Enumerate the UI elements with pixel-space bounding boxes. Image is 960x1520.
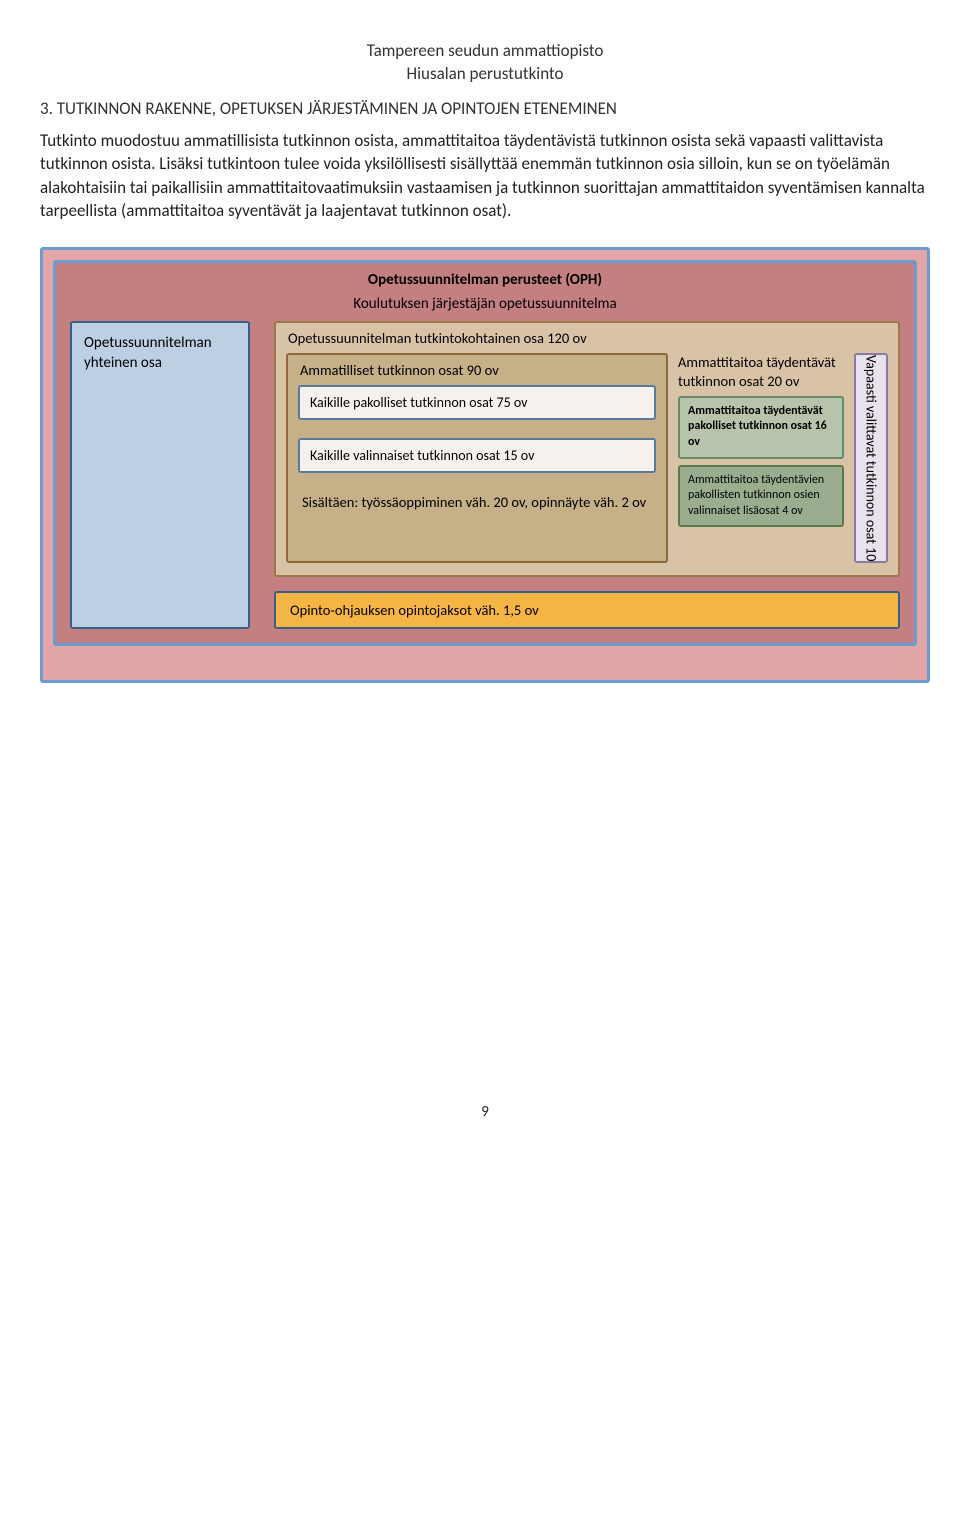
degree-row: Ammatilliset tutkinnon osat 90 ov Kaikil…	[286, 353, 888, 563]
jarj-title: Koulutuksen järjestäjän opetussuunnitelm…	[70, 295, 900, 313]
free-choice-text: Vapaasti valittavat tutkinnon osat 10	[863, 355, 880, 561]
page-number: 9	[40, 1103, 930, 1121]
optional-box: Kaikille valinnaiset tutkinnon osat 15 o…	[298, 438, 656, 473]
supplementary-mandatory-box: Ammattitaitoa täydentävät pakolliset tut…	[678, 396, 844, 459]
vocational-title: Ammatilliset tutkinnon osat 90 ov	[298, 361, 656, 379]
left-column-label: Opetussuunnitelman yhteinen osa	[84, 334, 212, 372]
body-paragraph: Tutkinto muodostuu ammatillisista tutkin…	[40, 129, 930, 223]
diagram-outer: Opetussuunnitelman perusteet (OPH) Koulu…	[40, 247, 930, 683]
diagram-columns: Opetussuunnitelman yhteinen osa Opetussu…	[70, 321, 900, 629]
degree-specific-block: Opetussuunnitelman tutkintokohtainen osa…	[274, 321, 900, 577]
header-line-2: Hiusalan perustutkinto	[40, 63, 930, 86]
supplementary-optional-box: Ammattitaitoa täydentävien pakollisten t…	[678, 465, 844, 528]
page-header: Tampereen seudun ammattiopisto Hiusalan …	[40, 40, 930, 86]
free-choice-block: Vapaasti valittavat tutkinnon osat 10	[854, 353, 888, 563]
guidance-box: Opinto-ohjauksen opintojaksot väh. 1,5 o…	[274, 591, 900, 629]
degree-specific-title: Opetussuunnitelman tutkintokohtainen osa…	[286, 329, 888, 347]
including-text: Sisältäen: työssäoppiminen väh. 20 ov, o…	[298, 491, 656, 513]
header-line-1: Tampereen seudun ammattiopisto	[40, 40, 930, 63]
left-column-common-part: Opetussuunnitelman yhteinen osa	[70, 321, 250, 629]
supplementary-title: Ammattitaitoa täydentävät tutkinnon osat…	[678, 353, 844, 392]
diagram-inner: Opetussuunnitelman perusteet (OPH) Koulu…	[53, 260, 917, 646]
vocational-block: Ammatilliset tutkinnon osat 90 ov Kaikil…	[286, 353, 668, 563]
mandatory-box: Kaikille pakolliset tutkinnon osat 75 ov	[298, 385, 656, 420]
section-heading: 3. TUTKINNON RAKENNE, OPETUKSEN JÄRJESTÄ…	[40, 98, 930, 119]
oph-title: Opetussuunnitelman perusteet (OPH)	[70, 271, 900, 289]
right-column: Opetussuunnitelman tutkintokohtainen osa…	[274, 321, 900, 629]
supplementary-block: Ammattitaitoa täydentävät tutkinnon osat…	[678, 353, 844, 563]
